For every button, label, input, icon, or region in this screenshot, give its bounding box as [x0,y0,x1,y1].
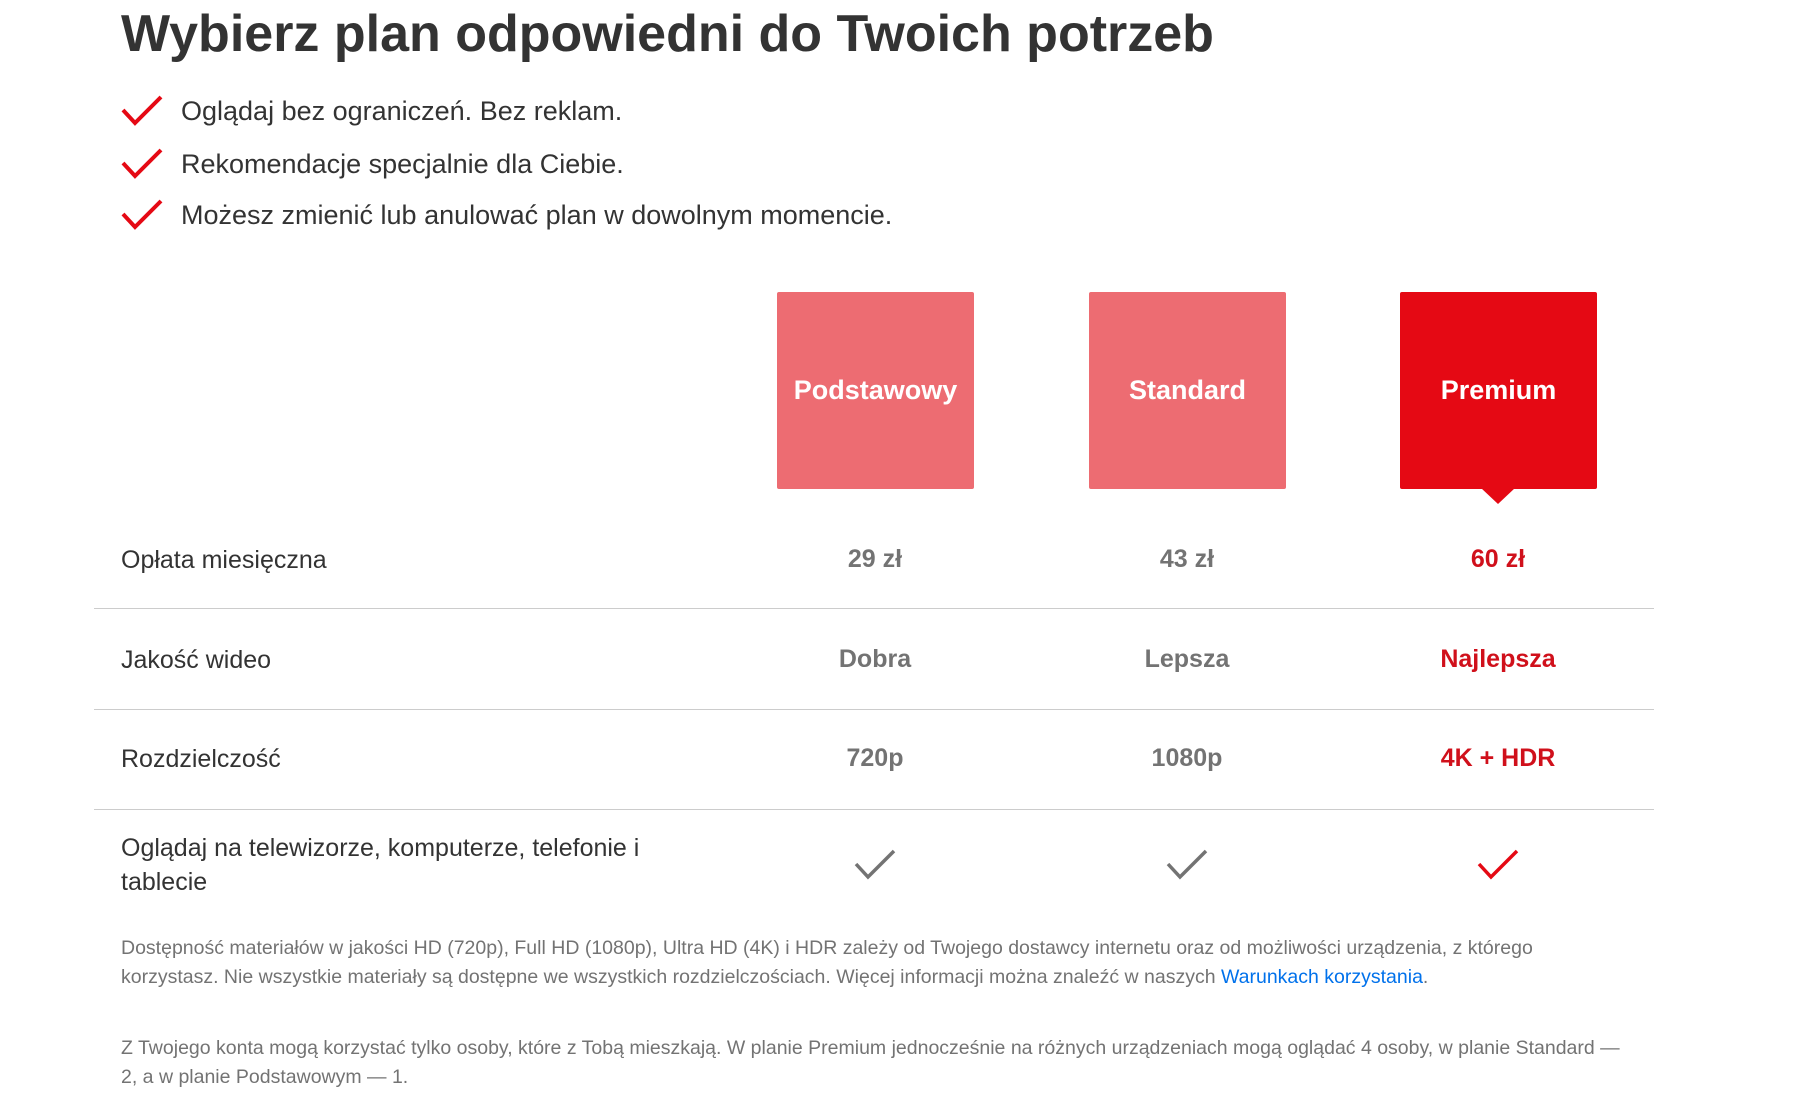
cell-value: 60 zł [1470,545,1526,573]
check-icon [1166,849,1208,880]
terms-link[interactable]: Warunkach korzystania [1220,965,1423,988]
check-icon [854,849,896,880]
benefit-text: Oglądaj bez ograniczeń. Bez reklam. [181,95,623,126]
benefit-text: Rekomendacje specjalnie dla Ciebie. [181,148,624,179]
row-label: Rozdzielczość [121,745,281,773]
benefit: Możesz zmienić lub anulować plan w dowol… [121,195,892,235]
benefit: Rekomendacje specjalnie dla Ciebie. [121,144,624,184]
cell-value: Najlepsza [1440,645,1556,673]
plan-box[interactable]: Standard [1089,292,1286,489]
cell-value: 4K + HDR [1440,744,1556,772]
cell-value: Lepsza [1144,645,1230,673]
check-cell [854,848,896,887]
benefit-text: Możesz zmienić lub anulować plan w dowol… [181,199,893,230]
check-icon [121,95,163,126]
availability-note: Dostępność materiałów w jakości HD (720p… [121,934,1621,991]
row-label: Jakość wideo [121,646,272,674]
row-separator [94,608,1654,609]
check-icon [121,148,163,179]
check-icon [1477,849,1519,880]
cell-value: Dobra [838,645,912,673]
cell-value: 29 zł [847,545,903,573]
cell-value: 720p [846,744,904,772]
plan-box[interactable]: Podstawowy [777,292,974,489]
row-label: Opłata miesięczna [121,546,327,574]
check-icon [121,199,163,230]
household-note: Z Twojego konta mogą korzystać tylko oso… [121,1037,1620,1088]
selected-pointer [1481,488,1515,504]
benefit: Oglądaj bez ograniczeń. Bez reklam. [121,91,622,131]
note-end: . [1422,965,1429,988]
row-label: Oglądaj na telewizorze, komputerze, tele… [121,834,640,896]
page-title: Wybierz plan odpowiedni do Twoich potrze… [121,5,1214,63]
note-text: Dostępność materiałów w jakości HD (720p… [121,937,1533,988]
row-separator [94,709,1654,710]
check-cell [1477,848,1519,887]
cell-value: 1080p [1151,744,1223,772]
row-separator [94,809,1654,810]
check-cell [1166,848,1208,887]
plan-box[interactable]: Premium [1400,292,1597,489]
cell-value: 43 zł [1159,545,1215,573]
